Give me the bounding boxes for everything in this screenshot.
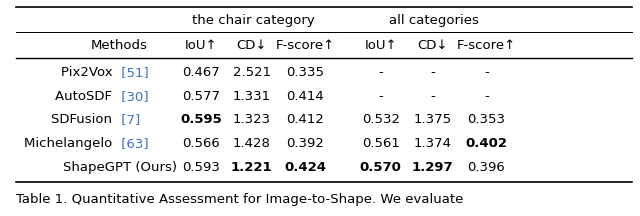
Text: 1.375: 1.375 <box>413 113 451 126</box>
Text: 1.331: 1.331 <box>233 90 271 103</box>
Text: 0.414: 0.414 <box>286 90 324 103</box>
Text: 1.221: 1.221 <box>231 161 273 174</box>
Text: -: - <box>484 66 489 79</box>
Text: IoU↑: IoU↑ <box>364 39 397 52</box>
Text: -: - <box>378 66 383 79</box>
Text: [30]: [30] <box>116 90 148 103</box>
Text: IoU↑: IoU↑ <box>185 39 218 52</box>
Text: 0.532: 0.532 <box>362 113 400 126</box>
Text: 0.353: 0.353 <box>467 113 506 126</box>
Text: 0.577: 0.577 <box>182 90 220 103</box>
Text: 0.402: 0.402 <box>465 137 508 150</box>
Text: 2.521: 2.521 <box>233 66 271 79</box>
Text: 0.595: 0.595 <box>180 113 222 126</box>
Text: all categories: all categories <box>388 14 479 27</box>
Text: CD↓: CD↓ <box>237 39 267 52</box>
Text: Methods: Methods <box>92 39 148 52</box>
Text: 0.396: 0.396 <box>467 161 505 174</box>
Text: CD↓: CD↓ <box>417 39 447 52</box>
Text: 0.412: 0.412 <box>286 113 324 126</box>
Text: AutoSDF: AutoSDF <box>55 90 116 103</box>
Text: Michelangelo: Michelangelo <box>24 137 116 150</box>
Text: SDFusion: SDFusion <box>51 113 116 126</box>
Text: 0.424: 0.424 <box>284 161 326 174</box>
Text: -: - <box>430 90 435 103</box>
Text: [51]: [51] <box>116 66 148 79</box>
Text: 0.566: 0.566 <box>182 137 220 150</box>
Text: 0.561: 0.561 <box>362 137 399 150</box>
Text: 0.392: 0.392 <box>286 137 324 150</box>
Text: F-score↑: F-score↑ <box>276 39 335 52</box>
Text: 0.593: 0.593 <box>182 161 220 174</box>
Text: [7]: [7] <box>116 113 140 126</box>
Text: 0.467: 0.467 <box>182 66 220 79</box>
Text: 1.374: 1.374 <box>413 137 451 150</box>
Text: ShapeGPT (Ours): ShapeGPT (Ours) <box>63 161 177 174</box>
Text: Table 1. Quantitative Assessment for Image-to-Shape. We evaluate: Table 1. Quantitative Assessment for Ima… <box>16 193 463 206</box>
Text: 0.335: 0.335 <box>286 66 324 79</box>
Text: [63]: [63] <box>116 137 148 150</box>
Text: F-score↑: F-score↑ <box>457 39 516 52</box>
Text: 1.297: 1.297 <box>412 161 453 174</box>
Text: 1.323: 1.323 <box>233 113 271 126</box>
Text: 0.570: 0.570 <box>360 161 402 174</box>
Text: -: - <box>484 90 489 103</box>
Text: the chair category: the chair category <box>192 14 315 27</box>
Text: -: - <box>378 90 383 103</box>
Text: 1.428: 1.428 <box>233 137 271 150</box>
Text: Pix2Vox: Pix2Vox <box>61 66 116 79</box>
Text: -: - <box>430 66 435 79</box>
